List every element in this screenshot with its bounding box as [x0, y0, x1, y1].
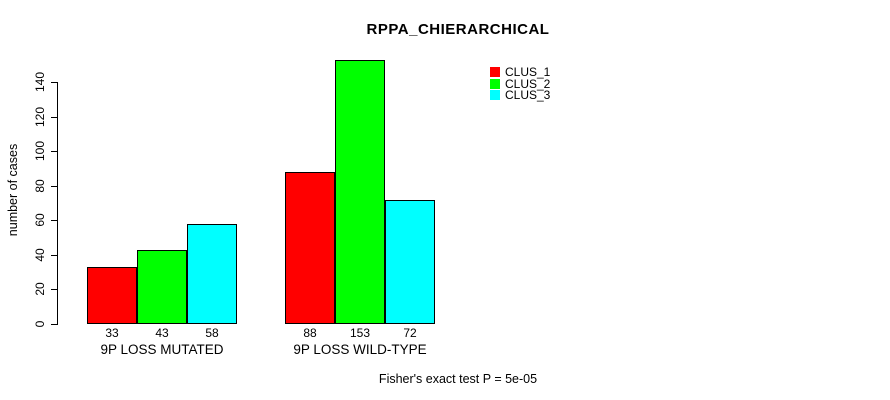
y-tick-label: 60 — [33, 213, 47, 227]
y-tick — [51, 255, 58, 256]
y-tick-label: 120 — [33, 106, 47, 128]
y-tick-label: 20 — [33, 282, 47, 296]
bar-value-label: 72 — [403, 325, 417, 340]
category-label: 9P LOSS WILD-TYPE — [293, 342, 427, 357]
bar-value-label: 43 — [155, 325, 169, 340]
y-tick — [51, 289, 58, 290]
y-axis-label: number of cases — [6, 143, 20, 237]
bar-clus_2-9p-loss-mutated — [137, 250, 187, 324]
y-axis-line — [57, 82, 58, 324]
bar-value-label: 58 — [205, 325, 219, 340]
bar-clus_3-9p-loss-wild-type — [385, 200, 435, 324]
legend-swatch-clus_1 — [490, 67, 500, 77]
bar-clus_2-9p-loss-wild-type — [335, 60, 385, 324]
chart-title: RPPA_CHIERARCHICAL — [366, 21, 550, 38]
y-tick-label: 140 — [33, 71, 47, 93]
bar-value-label: 33 — [105, 325, 119, 340]
bar-value-label: 88 — [303, 325, 317, 340]
legend-swatch-clus_3 — [490, 90, 500, 101]
y-tick-label: 80 — [33, 179, 47, 193]
legend-swatch-clus_2 — [490, 78, 500, 89]
y-tick-label: 0 — [33, 320, 47, 328]
y-tick — [51, 186, 58, 187]
y-tick — [51, 324, 58, 325]
y-tick — [51, 82, 58, 83]
legend-label-clus_3: CLUS_3 — [505, 88, 551, 103]
y-tick — [51, 117, 58, 118]
category-label: 9P LOSS MUTATED — [100, 342, 224, 357]
y-tick — [51, 220, 58, 221]
legend-label-clus_2: CLUS_2 — [505, 76, 551, 91]
y-tick-label: 100 — [33, 140, 47, 162]
bar-clus_1-9p-loss-wild-type — [285, 172, 335, 324]
y-tick-label: 40 — [33, 248, 47, 262]
legend-label-clus_1: CLUS_1 — [505, 65, 551, 79]
bar-clus_3-9p-loss-mutated — [187, 224, 237, 324]
annotation-text: Fisher's exact test P = 5e-05 — [378, 372, 538, 386]
y-tick — [51, 151, 58, 152]
bar-clus_1-9p-loss-mutated — [87, 267, 137, 324]
bar-value-label: 153 — [349, 325, 371, 340]
